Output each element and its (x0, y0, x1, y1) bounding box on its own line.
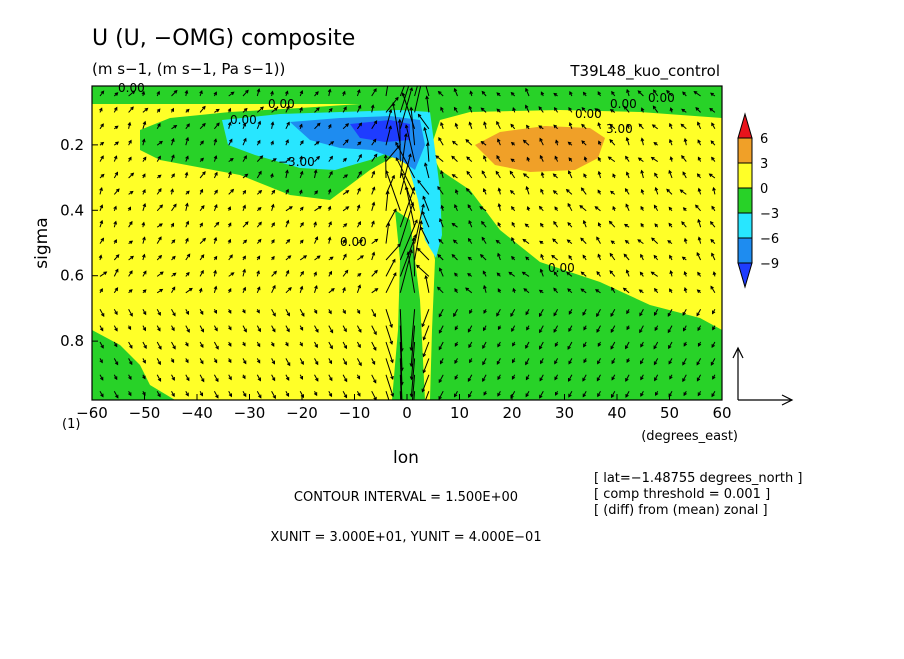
contour-label: 0.00 (648, 91, 675, 105)
x-tick-label: 20 (502, 404, 521, 422)
colorbar-swatch (738, 138, 752, 163)
x-tick-label: 30 (555, 404, 574, 422)
contour-field (92, 58, 722, 435)
contour-label: 0.00 (268, 97, 295, 111)
corner-label: (1) (62, 417, 80, 432)
y-tick-label: 0.2 (60, 136, 84, 154)
colorbar-swatch (738, 238, 752, 263)
reference-vector (733, 348, 792, 405)
colorbar-label: 3 (760, 157, 768, 172)
x-tick-label: 10 (450, 404, 469, 422)
plot-units: (m s−1, (m s−1, Pa s−1)) (92, 60, 285, 78)
wind-vector-head (390, 408, 393, 411)
y-tick-label: 0.6 (60, 267, 84, 285)
wind-vector-head (410, 426, 413, 429)
colorbar-label: −6 (760, 232, 779, 247)
colorbar-label: 0 (760, 182, 768, 197)
wind-vector-head (423, 79, 426, 82)
colorbar-label: −9 (760, 257, 779, 272)
x-tick-label: −10 (339, 404, 371, 422)
contour-interval: CONTOUR INTERVAL = 1.500E+00 (294, 490, 518, 505)
colorbar-label: 6 (760, 132, 768, 147)
wind-vector (400, 120, 401, 162)
wind-vector-head (411, 70, 414, 73)
wind-vector-head (423, 59, 426, 62)
x-axis-label: lon (393, 448, 419, 468)
contour-label: 0.00 (118, 81, 145, 95)
contour-label: 0.00 (548, 261, 575, 275)
x-tick-label: −40 (181, 404, 213, 422)
x-tick-label: 40 (607, 404, 626, 422)
contour-label: 0.00 (230, 113, 257, 127)
x-tick-label: 60 (712, 404, 731, 422)
colorbar-swatch (738, 188, 752, 213)
x-tick-label: −50 (129, 404, 161, 422)
y-tick-label: 0.4 (60, 201, 84, 219)
contour-label: 0.00 (610, 97, 637, 111)
wind-vector-head (400, 432, 403, 435)
x-tick-label: −30 (234, 404, 266, 422)
colorbar-bottom-arrow (738, 263, 752, 287)
colorbar-label: −3 (760, 207, 779, 222)
wind-vector-head (422, 406, 425, 409)
latitude-label: [ lat=−1.48755 degrees_north ] (594, 471, 802, 486)
vector-units: XUNIT = 3.000E+01, YUNIT = 4.000E−01 (270, 530, 541, 545)
colorbar-top-arrow (738, 114, 752, 138)
wind-vector-head (421, 75, 424, 78)
x-tick-label: −20 (286, 404, 318, 422)
contour-label: −3.00 (278, 155, 315, 169)
colorbar-swatch (738, 213, 752, 238)
x-tick-label: 0 (402, 404, 412, 422)
plot-title: U (U, −OMG) composite (92, 26, 355, 51)
x-tick-label: −60 (76, 404, 108, 422)
colorbar: 6 3 0 −3 −6 −9 (738, 114, 779, 287)
contour-label: 0.00 (575, 107, 602, 121)
diff-label: [ (diff) from (mean) zonal ] (594, 503, 768, 518)
colorbar-swatch (738, 163, 752, 188)
wind-vector-head (413, 58, 416, 61)
threshold-label: [ comp threshold = 0.001 ] (594, 487, 770, 502)
x-units-label: (degrees_east) (641, 429, 738, 444)
y-tick-label: 0.8 (60, 332, 84, 350)
contour-label: 3.00 (606, 122, 633, 136)
y-axis-label: sigma (32, 217, 52, 268)
x-tick-label: 50 (660, 404, 679, 422)
contour-label: 0.00 (340, 235, 367, 249)
experiment-label: T39L48_kuo_control (569, 62, 720, 81)
wind-vector-head (387, 75, 390, 78)
